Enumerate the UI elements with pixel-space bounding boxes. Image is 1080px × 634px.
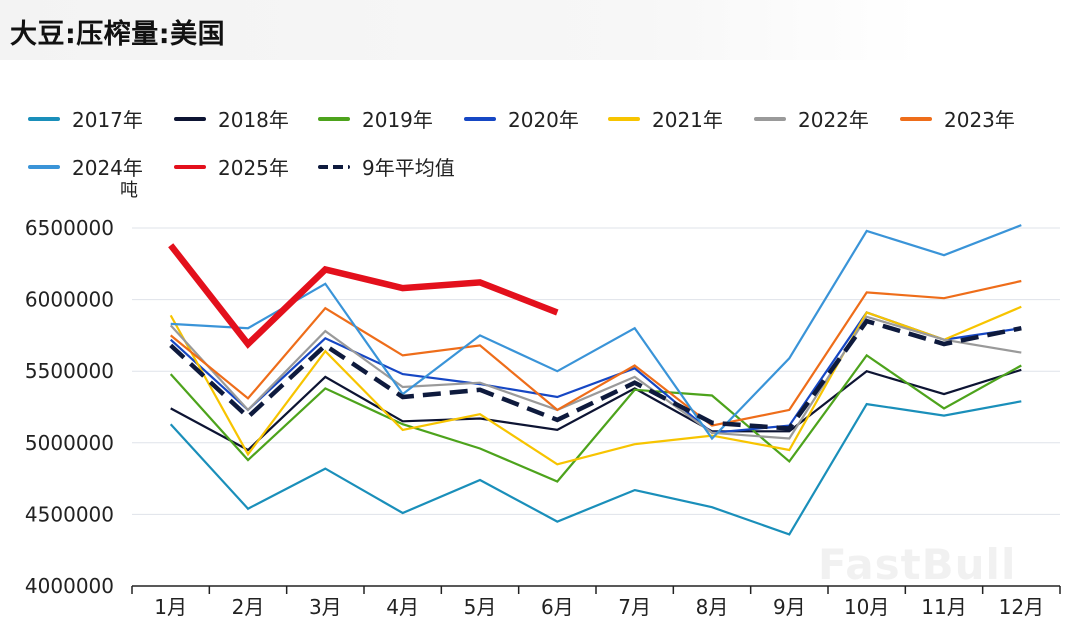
- legend-label: 2018年: [218, 108, 289, 132]
- x-tick-label: 9月: [773, 595, 806, 619]
- x-tick-label: 8月: [696, 595, 729, 619]
- y-tick-label: 5500000: [25, 359, 114, 383]
- series-line-2021年: [169, 305, 1022, 466]
- x-tick-label: 11月: [921, 595, 966, 619]
- legend-swatch: [28, 116, 60, 121]
- legend-item[interactable]: 2023年: [900, 104, 1015, 133]
- series-line-2022年: [169, 315, 1022, 440]
- legend-swatch: [28, 164, 60, 169]
- x-tick-label: 12月: [999, 595, 1044, 619]
- legend-label: 9年平均值: [362, 156, 455, 180]
- x-tick-label: 10月: [844, 595, 889, 619]
- y-tick-label: 6500000: [25, 216, 114, 240]
- series-line-2024年: [170, 224, 1022, 441]
- legend-label: 2021年: [652, 108, 723, 132]
- series-line-2017年: [169, 400, 1022, 536]
- legend-item[interactable]: 2017年: [28, 104, 143, 133]
- y-tick-label: 5000000: [25, 431, 114, 455]
- legend-label: 2024年: [72, 156, 143, 180]
- legend-swatch: [174, 164, 206, 169]
- x-tick-label: 3月: [309, 595, 342, 619]
- legend-item[interactable]: 2025年: [174, 152, 289, 181]
- legend-swatch: [608, 116, 640, 121]
- legend-label: 2017年: [72, 108, 143, 132]
- legend-item[interactable]: 2021年: [608, 104, 723, 133]
- legend-swatch: [754, 116, 786, 121]
- series-line-2018年: [170, 368, 1022, 452]
- legend-item[interactable]: 9年平均值: [318, 152, 455, 181]
- series-line-2019年: [169, 353, 1022, 483]
- x-tick-label: 4月: [386, 595, 419, 619]
- y-tick-label: 6000000: [25, 288, 114, 312]
- legend-label: 2019年: [362, 108, 433, 132]
- legend-label: 2020年: [508, 108, 579, 132]
- legend-swatch: [318, 164, 350, 169]
- legend-item[interactable]: 2018年: [174, 104, 289, 133]
- legend-swatch: [464, 116, 496, 121]
- legend-swatch: [900, 116, 932, 121]
- series-line-9年平均值: [169, 318, 1022, 431]
- watermark: FastBull: [818, 540, 1017, 589]
- x-tick-label: 2月: [232, 595, 265, 619]
- legend-label: 2023年: [944, 108, 1015, 132]
- series-line-2023年: [170, 279, 1022, 427]
- series-line-2025年: [168, 243, 559, 349]
- x-tick-label: 5月: [464, 595, 497, 619]
- legend-label: 2025年: [218, 156, 289, 180]
- legend-item[interactable]: 2020年: [464, 104, 579, 133]
- y-tick-label: 4500000: [25, 502, 114, 526]
- y-tick-label: 4000000: [25, 574, 114, 598]
- x-tick-label: 7月: [618, 595, 651, 619]
- chart-title: 大豆:压榨量:美国: [10, 19, 226, 50]
- legend-swatch: [318, 116, 350, 121]
- legend-item[interactable]: 2022年: [754, 104, 869, 133]
- legend-label: 2022年: [798, 108, 869, 132]
- x-tick-label: 6月: [541, 595, 574, 619]
- legend-item[interactable]: 2024年: [28, 152, 143, 181]
- title-band: [0, 0, 920, 60]
- legend-item[interactable]: 2019年: [318, 104, 433, 133]
- y-axis-unit-label: 吨: [120, 180, 138, 201]
- x-tick-label: 1月: [154, 595, 187, 619]
- legend-swatch: [174, 116, 206, 121]
